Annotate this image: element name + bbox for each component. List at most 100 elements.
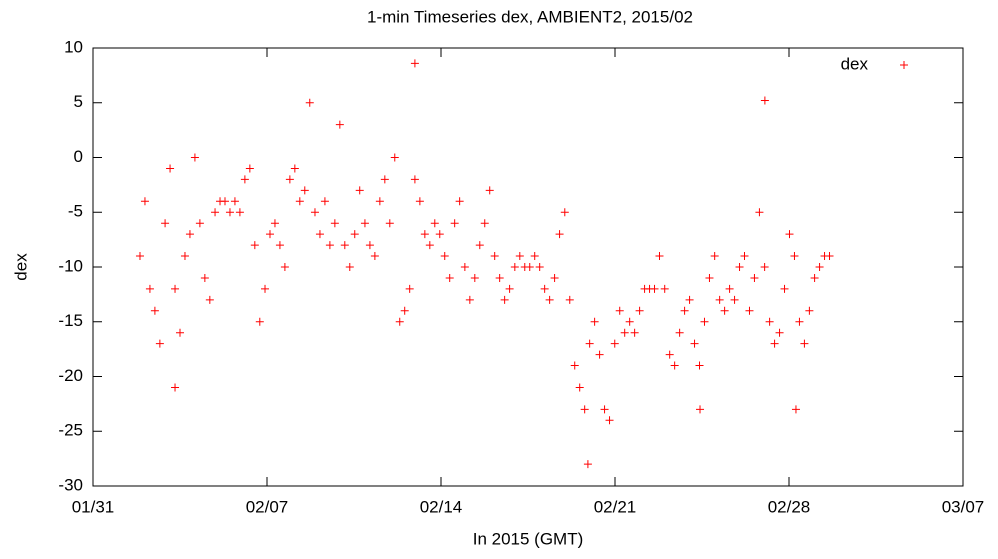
data-point: [490, 252, 499, 261]
data-point: [485, 186, 494, 195]
data-point: [540, 284, 549, 293]
data-point: [345, 263, 354, 271]
data-point: [730, 295, 739, 304]
data-point: [690, 339, 699, 348]
data-point: [415, 197, 424, 206]
data-point: [180, 252, 189, 261]
data-point: [135, 252, 144, 261]
legend-label: dex: [841, 54, 869, 73]
data-point: [365, 241, 374, 250]
data-point: [685, 295, 694, 304]
data-point: [161, 219, 170, 228]
data-point: [765, 317, 774, 326]
data-point: [600, 405, 609, 414]
data-point: [255, 317, 264, 326]
data-point: [745, 306, 754, 315]
data-point: [630, 328, 639, 337]
data-point: [696, 405, 705, 414]
data-point: [560, 208, 569, 217]
data-point: [280, 263, 289, 271]
data-point: [675, 328, 684, 337]
data-point: [595, 350, 604, 359]
data-point: [550, 273, 559, 282]
x-tick-label: 02/28: [768, 497, 811, 516]
data-point: [380, 175, 389, 184]
x-axis-label: In 2015 (GMT): [473, 529, 584, 548]
data-point: [770, 339, 779, 348]
data-point: [450, 219, 459, 228]
data-point: [583, 460, 592, 469]
data-point: [440, 252, 449, 261]
data-point: [420, 230, 429, 239]
data-point: [220, 197, 229, 206]
data-point: [235, 208, 244, 217]
data-point: [270, 219, 279, 228]
data-point: [275, 241, 284, 250]
data-point: [815, 263, 824, 271]
data-point: [240, 175, 249, 184]
data-point: [300, 186, 309, 195]
data-point: [430, 219, 439, 228]
data-point: [760, 96, 769, 105]
data-point: [285, 175, 294, 184]
data-point: [325, 241, 334, 250]
data-point: [715, 295, 724, 304]
data-point: [795, 317, 804, 326]
data-point: [171, 284, 180, 293]
data-point: [400, 306, 409, 315]
data-point: [790, 252, 799, 261]
data-point: [720, 306, 729, 315]
data-point: [290, 164, 299, 173]
data-point: [455, 197, 464, 206]
data-point: [755, 208, 764, 217]
data-point: [725, 284, 734, 293]
data-point: [171, 383, 180, 392]
data-point: [425, 241, 434, 250]
data-point: [580, 405, 589, 414]
data-point: [650, 284, 659, 293]
data-point: [445, 273, 454, 282]
data-point: [335, 120, 344, 129]
y-tick-label: 10: [64, 37, 83, 56]
data-point: [385, 219, 394, 228]
data-point: [395, 317, 404, 326]
data-point: [510, 263, 519, 271]
data-point: [195, 219, 204, 228]
data-point: [660, 284, 669, 293]
data-point: [535, 263, 544, 271]
data-point: [470, 273, 479, 282]
data-point: [670, 361, 679, 370]
y-tick-label: -15: [58, 311, 83, 330]
data-point: [305, 98, 314, 107]
data-point: [375, 197, 384, 206]
y-tick-label: -20: [58, 366, 83, 385]
data-point: [410, 59, 419, 68]
data-point: [545, 295, 554, 304]
data-point: [760, 263, 769, 271]
data-point: [176, 328, 184, 337]
y-tick-label: 5: [74, 92, 83, 111]
data-point: [605, 416, 614, 425]
data-point: [145, 284, 154, 293]
data-point: [805, 306, 814, 315]
data-point: [200, 273, 209, 282]
data-point: [615, 306, 624, 315]
data-point: [565, 295, 574, 304]
data-point: [665, 350, 674, 359]
data-point: [750, 273, 759, 282]
y-tick-label: -25: [58, 421, 83, 440]
data-point: [261, 284, 270, 293]
data-point: [140, 197, 149, 206]
data-point: [360, 219, 369, 228]
x-tick-label: 02/07: [246, 497, 289, 516]
y-tick-label: -30: [58, 475, 83, 494]
chart-title: 1-min Timeseries dex, AMBIENT2, 2015/02: [367, 7, 693, 26]
data-point: [735, 263, 744, 271]
data-point: [166, 164, 175, 173]
data-point: [310, 208, 319, 217]
data-point: [350, 230, 359, 239]
data-point: [525, 263, 534, 271]
data-point: [515, 252, 524, 261]
data-point: [320, 197, 329, 206]
